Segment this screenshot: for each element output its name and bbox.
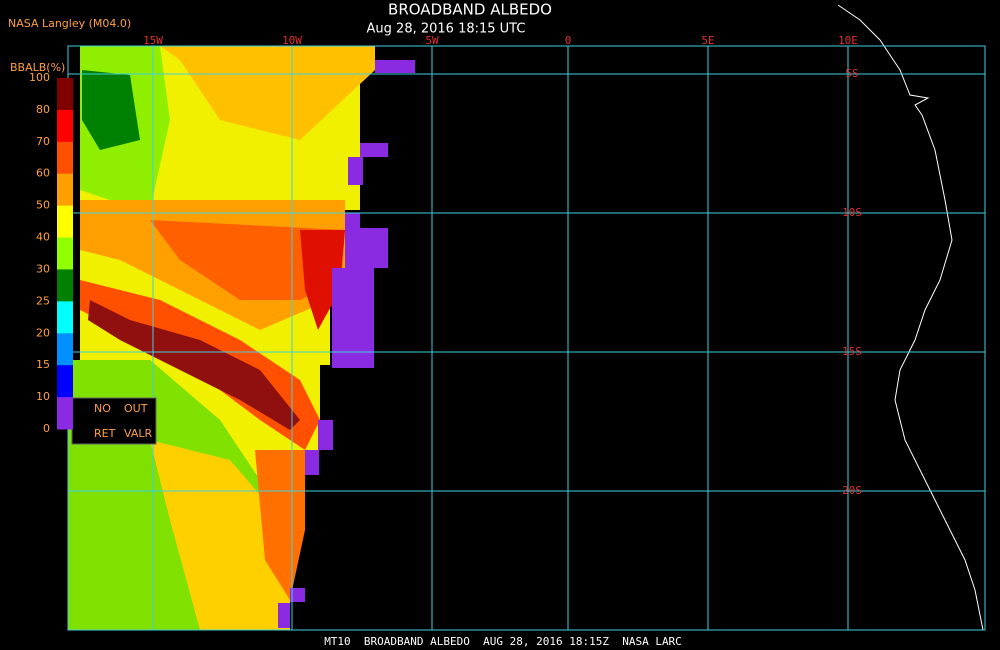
colorbar-tick-label: 15 — [36, 358, 50, 371]
colorbar-tick-label: 100 — [29, 71, 50, 84]
colorbar-segment — [57, 78, 73, 111]
colorbar-segment — [57, 205, 73, 239]
albedo-image — [68, 46, 415, 630]
no-ret-label: NO — [94, 402, 111, 415]
latitude-label: 5S — [845, 67, 858, 80]
colorbar: BBALB(%) NO RET OUT VALR 100807060504030… — [10, 61, 157, 445]
colorbar-segment — [57, 301, 73, 334]
longitude-label: 15W — [143, 34, 163, 47]
subtitle: Aug 28, 2016 18:15 UTC — [367, 22, 526, 37]
colorbar-tick-label: 25 — [36, 294, 50, 307]
colorbar-segment — [57, 397, 73, 430]
latitude-label: 20S — [842, 484, 862, 497]
latitude-label: 15S — [842, 345, 862, 358]
longitude-label: 5W — [425, 34, 439, 47]
colorbar-segment — [57, 109, 73, 143]
title: BROADBAND ALBEDO — [388, 1, 552, 19]
footer: MT10 BROADBAND ALBEDO AUG 28, 2016 18:15… — [324, 635, 682, 648]
out-valr-label: OUT — [124, 402, 148, 415]
latitude-label: 10S — [842, 206, 862, 219]
colorbar-tick-label: 10 — [36, 390, 50, 403]
colorbar-tick-label: 50 — [36, 199, 50, 212]
colorbar-label: BBALB(%) — [10, 61, 65, 74]
colorbar-tick-label: 70 — [36, 135, 50, 148]
colorbar-tick-label: 30 — [36, 262, 50, 275]
colorbar-segment — [57, 173, 73, 207]
latitude-labels: 5S 10S 15S 20S — [842, 67, 862, 497]
coastline — [837, 4, 984, 631]
colorbar-tick-label: 80 — [36, 103, 50, 116]
colorbar-tick-label: 60 — [36, 167, 50, 180]
legend-box — [71, 397, 157, 445]
colorbar-segment — [57, 365, 73, 398]
graticule — [67, 45, 986, 631]
colorbar-segment — [57, 237, 73, 270]
longitude-label: 10E — [838, 34, 858, 47]
longitude-label: 5E — [701, 34, 714, 47]
out-valr-label: VALR — [124, 427, 152, 440]
colorbar-segment — [57, 141, 73, 175]
colorbar-segment — [57, 269, 73, 302]
longitude-label: 0 — [565, 34, 572, 47]
colorbar-tick-label: 40 — [36, 231, 50, 244]
colorbar-tick-label: 20 — [36, 326, 50, 339]
source-label: NASA Langley (M04.0) — [8, 17, 131, 30]
longitude-labels: 15W 10W 5W 0 5E 10E — [143, 34, 858, 47]
no-ret-label: RET — [94, 427, 116, 440]
colorbar-tick-label: 0 — [43, 422, 50, 435]
colorbar-segment — [57, 333, 73, 366]
longitude-label: 10W — [282, 34, 302, 47]
